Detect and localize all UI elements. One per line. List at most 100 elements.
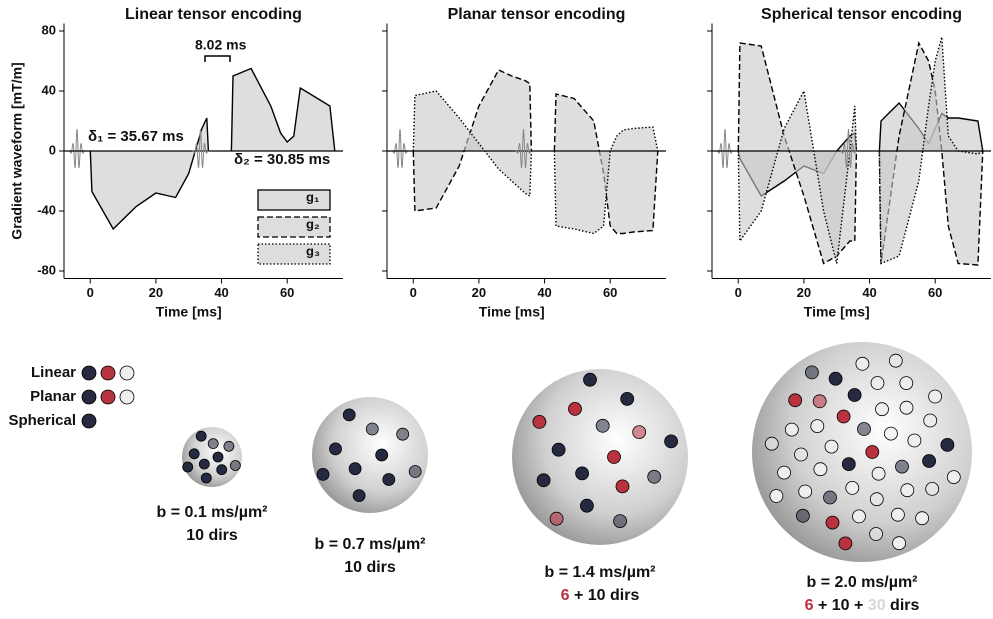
b-value-label: b = 0.7 ms/µm² [314,536,425,553]
annotation: δ₁ = 35.67 ms [88,128,184,145]
dirs-joiner: + [818,597,827,614]
dirs-count: 10 [588,587,606,604]
sphere [752,342,972,562]
direction-dot [923,455,936,468]
panel-title: Linear tensor encoding [125,6,302,23]
dirs-unit: dirs [208,527,237,544]
annotation-symbol: δ₂ [234,151,250,168]
encoding-dot [82,414,96,428]
direction-dot [829,372,842,385]
rf-pulse [69,129,85,168]
direction-dot [614,515,627,528]
figure: Linear tensor encoding Gradient waveform … [0,0,993,619]
annotation-symbol: δ₁ [88,128,103,145]
y-tick-label: 0 [49,142,56,157]
waveform-area [413,70,658,234]
panel-title: Spherical tensor encoding [761,6,962,23]
rf-pulse [392,129,408,168]
direction-dot [552,443,565,456]
direction-dot [858,423,871,436]
dirs-joiner: + [854,597,863,614]
direction-dot [765,437,778,450]
legend-label: g₂ [306,216,320,231]
x-tick-label: 0 [410,285,417,300]
direction-dot [366,423,378,435]
encoding-dot [82,366,96,380]
direction-dot [901,484,914,497]
direction-dot [230,461,240,471]
direction-dot [870,528,883,541]
legend-label: g₁ [306,189,319,204]
direction-dot [908,434,921,447]
direction-dot [569,402,582,415]
direction-dot [770,490,783,503]
direction-dot [196,431,206,441]
b-value-label: b = 0.1 ms/µm² [156,504,267,521]
direction-dot [896,460,909,473]
direction-dot [929,390,942,403]
y-axis-label: Gradient waveform [mT/m] [9,62,25,239]
direction-dot [947,471,960,484]
direction-dot [183,462,193,472]
encoding-dot [101,366,115,380]
direction-dot [796,509,809,522]
dirs-joiner: + [574,587,583,604]
dirs-unit: dirs [610,587,639,604]
x-axis-label: Time [ms] [804,304,870,320]
direction-dot [889,354,902,367]
encoding-label: Planar [30,388,76,405]
direction-dot [584,373,597,386]
sphere [312,397,428,513]
direction-dot [330,443,342,455]
direction-dot [871,377,884,390]
y-tick-label: -40 [37,202,56,217]
direction-dot [826,516,839,529]
dirs-count: 10 [344,559,362,576]
direction-dot [805,366,818,379]
direction-dot [839,537,852,550]
encoding-dot [120,366,134,380]
legend-label: g₃ [306,243,320,258]
direction-dot [846,481,859,494]
direction-dot [814,463,827,476]
direction-dot [789,394,802,407]
direction-dot [795,448,808,461]
direction-dot [924,414,937,427]
direction-dot [213,452,223,462]
direction-dot [848,389,861,402]
direction-dot [866,446,879,459]
direction-dot [648,470,661,483]
direction-dot [872,467,885,480]
direction-dot [201,473,211,483]
annotation: δ₂ = 30.85 ms [234,151,330,168]
dirs-count: 30 [868,597,886,614]
dirs-count: 6 [805,597,814,614]
b-value-label: b = 1.4 ms/µm² [544,564,655,581]
panel: Planar tensor encodingTime [ms]0204060 [382,6,666,319]
direction-dot [217,465,227,475]
direction-dot [813,395,826,408]
x-tick-label: 20 [149,285,163,300]
x-tick-label: 0 [735,285,742,300]
dirs-label: 6 + 10 + 30 dirs [805,597,920,614]
x-tick-label: 60 [928,285,942,300]
direction-dot [811,420,824,433]
dirs-count: 10 [832,597,850,614]
direction-dot [596,419,609,432]
x-tick-label: 0 [87,285,94,300]
direction-dot [550,512,563,525]
direction-dot [533,415,546,428]
annotation-text: = 30.85 ms [254,151,330,168]
encoding-dot [101,390,115,404]
direction-dot [665,435,678,448]
direction-dot [633,426,646,439]
direction-dot [893,537,906,550]
direction-dot [409,466,421,478]
direction-dot [799,485,812,498]
direction-dot [580,499,593,512]
panel: Spherical tensor encodingTime [ms]020406… [707,6,991,319]
direction-dot [876,403,889,416]
annotation: 8.02 ms [195,37,247,53]
encoding-label: Spherical [8,412,76,429]
direction-dot [189,449,199,459]
